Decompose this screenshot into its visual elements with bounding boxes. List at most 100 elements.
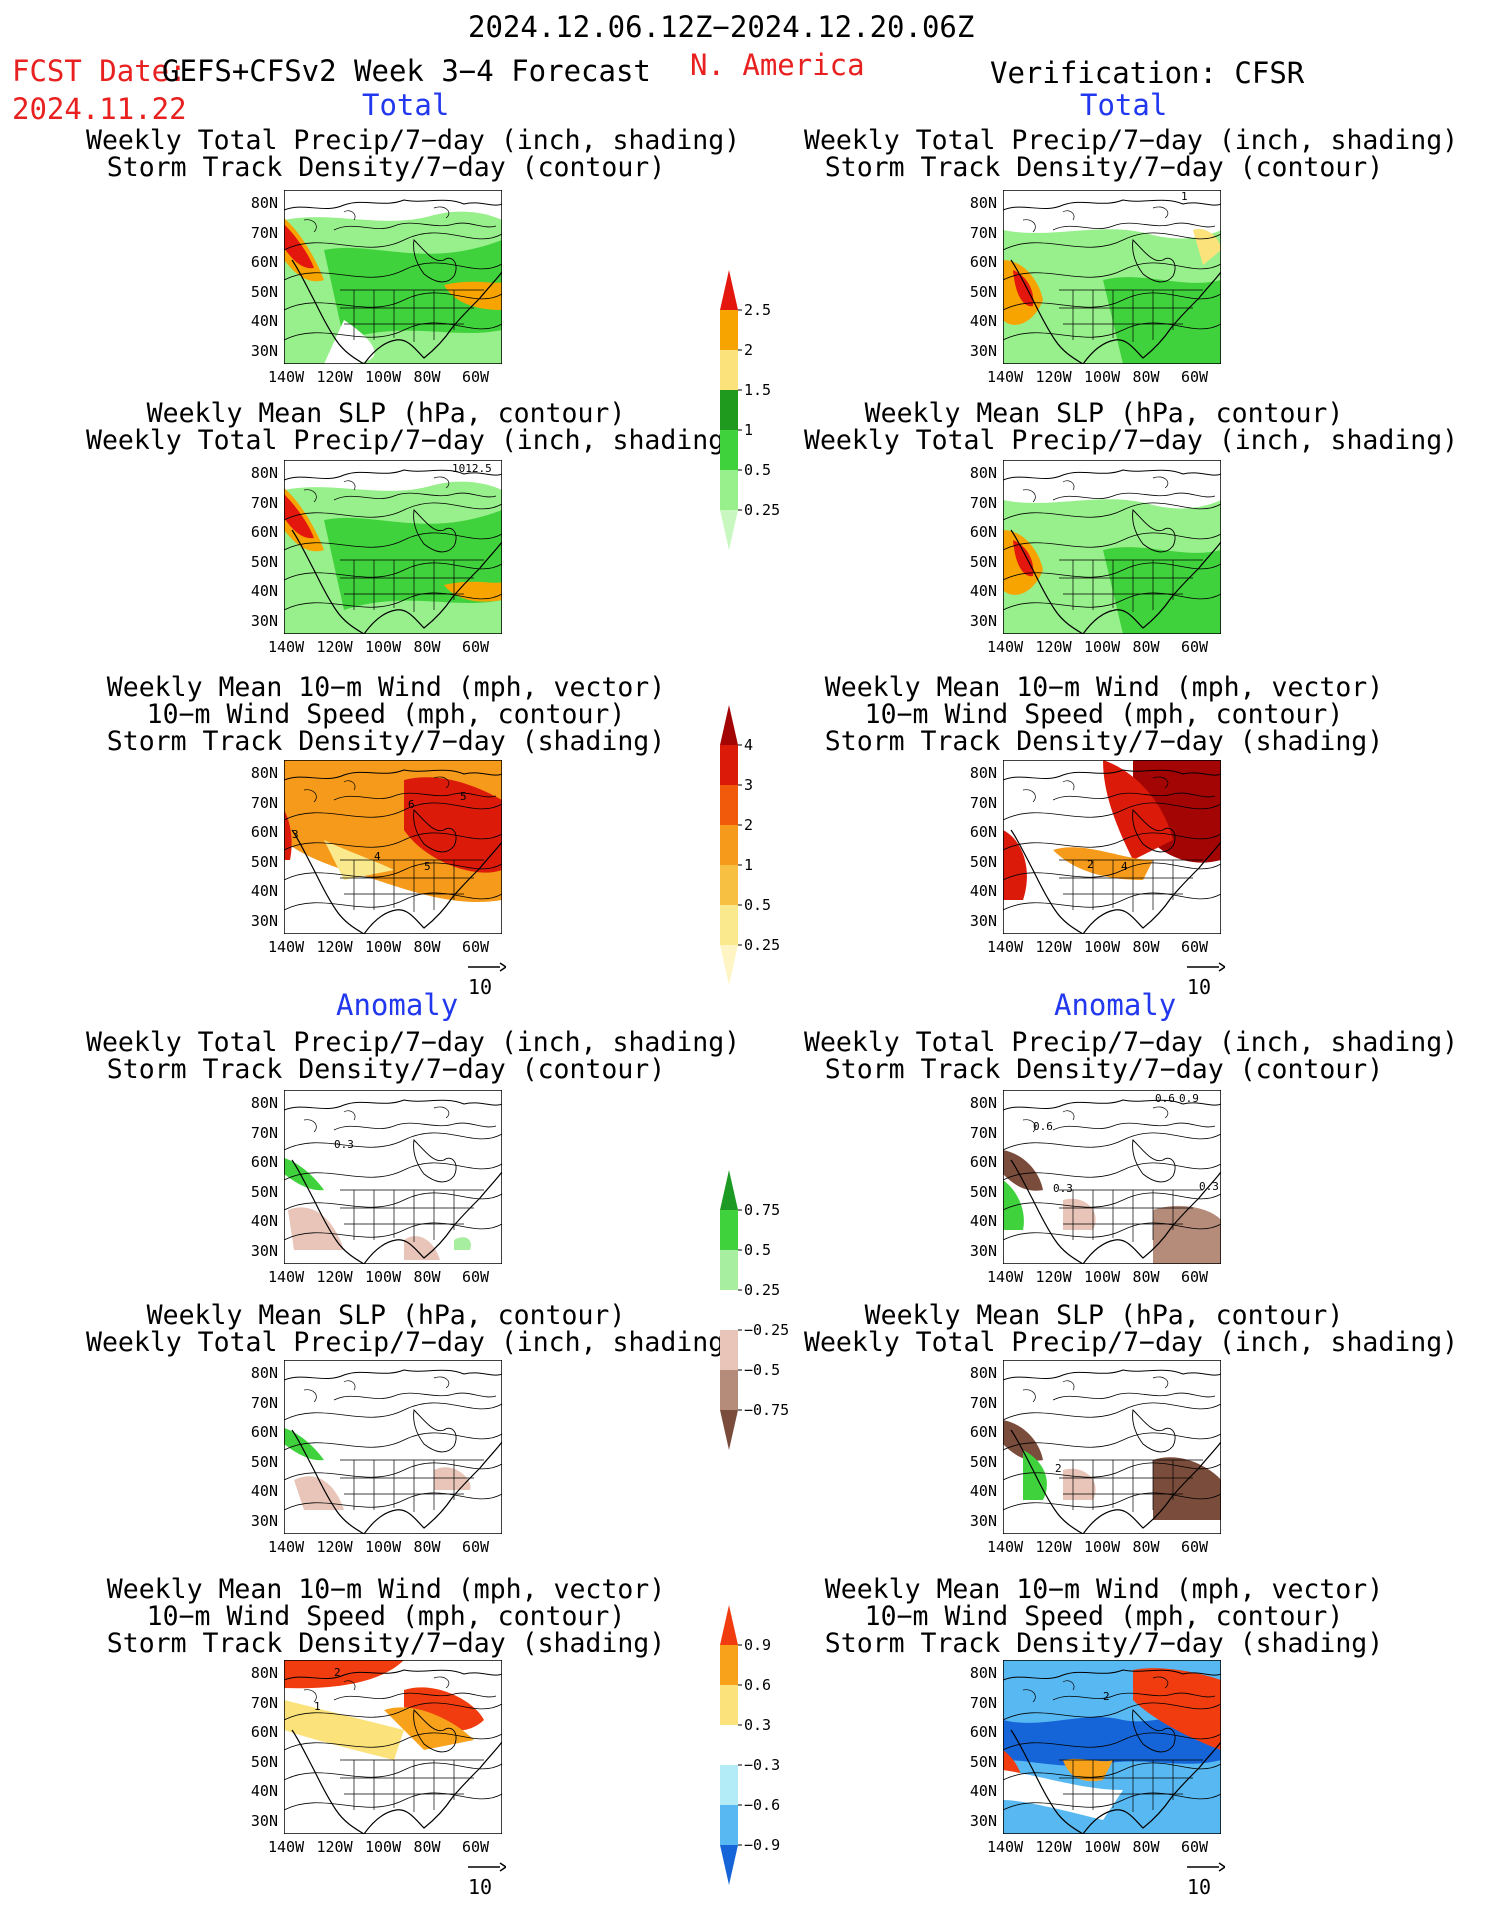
title-r3-right-line2: 10−m Wind Speed (mph, contour) <box>864 699 1344 730</box>
colorbar-precip_anom-segment-4 <box>720 1330 738 1370</box>
contour-label-storm-anom-verif-5: 0.3 <box>1199 1180 1219 1193</box>
lat-label-r5-verif-1: 70N <box>969 1393 997 1412</box>
lon-label-r1-verif-1: 120W <box>1035 368 1072 386</box>
lat-label-r4-fcst-2: 60N <box>250 1153 278 1171</box>
colorbar-storm-total: 4 3 2 1 0.5 0.25 <box>720 705 840 993</box>
title-r2-right-line1: Weekly Mean SLP (hPa, contour) <box>864 398 1344 429</box>
lon-label-r3-fcst-3: 80W <box>413 938 441 956</box>
lon-label-r5-verif-2: 100W <box>1084 1538 1121 1556</box>
lat-label-r4-fcst-4: 40N <box>250 1212 278 1230</box>
colorbar-storm_total-segment-3 <box>720 825 738 865</box>
lon-label-r1-verif-2: 100W <box>1084 368 1121 386</box>
lat-label-r1-verif-3: 50N <box>969 282 997 301</box>
lat-label-r2-verif-1: 70N <box>969 493 997 512</box>
lat-label-r3-verif-1: 70N <box>969 793 997 812</box>
lon-label-r6-fcst-2: 100W <box>365 1838 402 1856</box>
lon-label-r3-verif-2: 100W <box>1084 938 1121 956</box>
lat-label-r6-fcst-5: 30N <box>250 1811 278 1830</box>
title-r2-left-line1: Weekly Mean SLP (hPa, contour) <box>146 398 626 429</box>
lon-label-r5-verif-3: 80W <box>1132 1538 1160 1556</box>
colorbar-precip_anom-svg: 0.75 0.5 0.25 −0.25 −0.5 −0.75 <box>720 1170 789 1450</box>
lon-label-r2-verif-1: 120W <box>1035 638 1072 656</box>
vector-reference-arrow-r3-right <box>1187 962 1225 972</box>
contour-label-storm-anom-verif-4: 0.3 <box>1053 1182 1073 1195</box>
lon-label-r3-fcst-2: 100W <box>365 938 402 956</box>
fcst-date-label: FCST Date: <box>12 54 187 88</box>
vector-reference-label-r3-right: 10 <box>1187 975 1212 999</box>
contour-label-slp-anom-verif: 2 <box>1055 1462 1062 1475</box>
title-r6-left-line3: Storm Track Density/7−day (shading) <box>106 1628 666 1659</box>
map-slp-precip-forecast-anomaly <box>284 1360 502 1534</box>
lat-label-r4-fcst-5: 30N <box>250 1241 278 1260</box>
fcst-date: 2024.11.22 <box>12 92 187 126</box>
contour-label-storm-anom-verif-1: 0.6 <box>1155 1092 1175 1105</box>
lon-label-r2-fcst-1: 120W <box>316 638 353 656</box>
colorbar-precip_anom-segment-6 <box>720 1410 738 1450</box>
lat-label-r5-fcst-1: 70N <box>250 1393 278 1412</box>
lat-label-r2-fcst-2: 60N <box>250 523 278 541</box>
colorbar-precip_anom-label-2: 0.25 <box>744 1281 780 1299</box>
lon-label-r5-verif-0: 140W <box>987 1538 1024 1556</box>
lon-label-r2-fcst-2: 100W <box>365 638 402 656</box>
lon-label-r1-verif-0: 140W <box>987 368 1024 386</box>
section-anomaly-forecast: Anomaly <box>336 988 459 1022</box>
valid-period: 2024.12.06.12Z−2024.12.20.06Z <box>468 10 975 44</box>
lat-label-r6-verif-5: 30N <box>969 1811 997 1830</box>
lat-label-r6-verif-3: 50N <box>969 1752 997 1771</box>
lat-label-r2-verif-2: 60N <box>969 523 997 541</box>
title-r1-left-line2: Storm Track Density/7−day (contour) <box>106 152 666 183</box>
colorbar-precip_anom-label-5: −0.75 <box>744 1401 789 1419</box>
lat-label-r2-fcst-4: 40N <box>250 582 278 600</box>
colorbar-precip_anom-segment-5 <box>720 1370 738 1410</box>
lat-label-r6-verif-4: 40N <box>969 1782 997 1800</box>
lat-label-r1-fcst-3: 50N <box>250 282 278 301</box>
lon-label-r1-fcst-1: 120W <box>316 368 353 386</box>
lat-label-r4-verif-3: 50N <box>969 1182 997 1201</box>
colorbar-precip_total-label-5: 0.25 <box>744 501 780 519</box>
map-precip-storm-verification-anomaly: 0.6 0.9 0.6 0.3 0.3 <box>1003 1090 1221 1264</box>
contour-label-wind-verif-2: 4 <box>1121 860 1128 873</box>
lon-label-r6-fcst-4: 60W <box>462 1838 490 1856</box>
lon-label-r2-verif-2: 100W <box>1084 638 1121 656</box>
colorbar-storm_anom-label-2: 0.3 <box>744 1716 771 1734</box>
lon-label-r2-verif-3: 80W <box>1132 638 1160 656</box>
contour-label-wind-verif-1: 2 <box>1087 858 1094 871</box>
title-r4-right-line2: Storm Track Density/7−day (contour) <box>824 1054 1384 1085</box>
verification-label: Verification: CFSR <box>990 56 1305 90</box>
lat-label-r3-fcst-0: 80N <box>250 764 278 782</box>
region-label: N. America <box>690 48 865 82</box>
lat-label-r3-fcst-3: 50N <box>250 852 278 871</box>
lat-label-r1-fcst-0: 80N <box>250 194 278 212</box>
lon-label-r1-fcst-0: 140W <box>268 368 305 386</box>
colorbar-storm_total-segment-6 <box>720 945 738 985</box>
lon-label-r2-fcst-3: 80W <box>413 638 441 656</box>
colorbar-storm-anomaly: 0.9 0.6 0.3 −0.3 −0.6 −0.9 <box>720 1605 840 1893</box>
colorbar-storm_total-label-4: 0.5 <box>744 896 771 914</box>
colorbar-storm_total-svg: 4 3 2 1 0.5 0.25 <box>720 705 780 985</box>
lat-label-r4-verif-2: 60N <box>969 1153 997 1171</box>
colorbar-storm_anom-segment-2 <box>720 1685 738 1725</box>
title-r1-left-line1: Weekly Total Precip/7−day (inch, shading… <box>86 125 741 156</box>
lat-label-r2-verif-5: 30N <box>969 611 997 630</box>
lon-label-r1-fcst-4: 60W <box>462 368 490 386</box>
colorbar-storm_total-segment-1 <box>720 745 738 785</box>
map-slp-precip-verification-total <box>1003 460 1221 634</box>
lon-label-r2-verif-0: 140W <box>987 638 1024 656</box>
lon-label-r4-verif-3: 80W <box>1132 1268 1160 1286</box>
lon-label-r2-verif-4: 60W <box>1181 638 1209 656</box>
colorbar-storm_anom-segment-3 <box>720 1725 738 1765</box>
lon-label-r4-verif-0: 140W <box>987 1268 1024 1286</box>
title-r6-right-line1: Weekly Mean 10−m Wind (mph, vector) <box>824 1574 1384 1605</box>
lon-label-r5-fcst-4: 60W <box>462 1538 490 1556</box>
lat-label-r4-fcst-0: 80N <box>250 1094 278 1112</box>
lat-label-r5-fcst-2: 60N <box>250 1423 278 1441</box>
lat-label-r6-fcst-1: 70N <box>250 1693 278 1712</box>
lon-label-r4-fcst-0: 140W <box>268 1268 305 1286</box>
lon-label-r1-verif-3: 80W <box>1132 368 1160 386</box>
lat-label-r5-fcst-0: 80N <box>250 1364 278 1382</box>
lat-label-r3-verif-3: 50N <box>969 852 997 871</box>
colorbar-storm_total-label-3: 1 <box>744 856 753 874</box>
lon-label-r4-verif-2: 100W <box>1084 1268 1121 1286</box>
title-r3-right-line3: Storm Track Density/7−day (shading) <box>824 726 1384 757</box>
colorbar-precip-total: 2.5 2 1.5 1 0.5 0.25 <box>720 270 840 558</box>
